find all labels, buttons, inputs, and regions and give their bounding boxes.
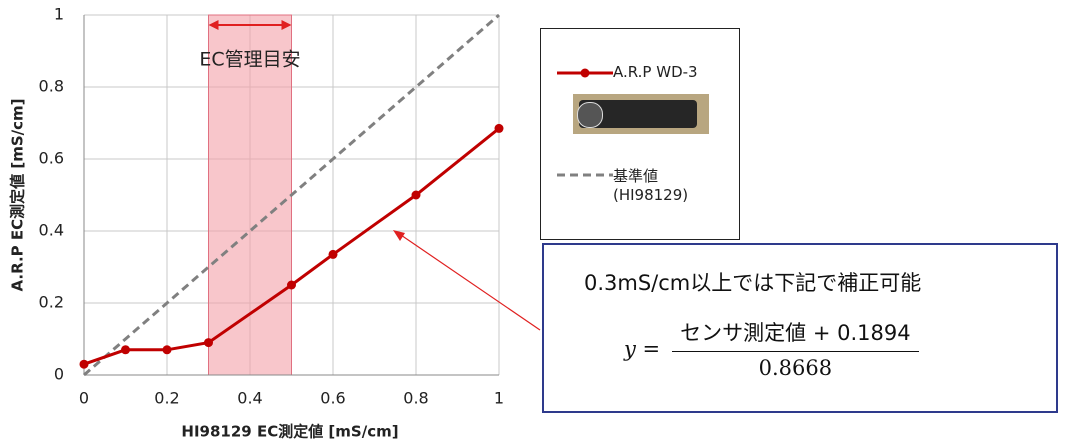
x-tick-label: 1 [494, 389, 504, 408]
data-point [495, 124, 504, 133]
y-tick-label: 0.2 [39, 293, 64, 312]
y-tick-label: 0.6 [39, 149, 64, 168]
legend-label: A.R.P WD-3 [613, 63, 698, 81]
fraction: センサ測定値 + 0.1894 0.8668 [672, 317, 918, 380]
legend-marker [581, 69, 590, 78]
formula: y = センサ測定値 + 0.1894 0.8668 [624, 317, 919, 380]
data-point [121, 345, 130, 354]
formula-lhs: y = [624, 337, 660, 361]
x-tick-label: 0.4 [237, 389, 262, 408]
data-point [163, 345, 172, 354]
y-tick-label: 0.4 [39, 221, 64, 240]
data-point [80, 360, 89, 369]
x-axis-label: HI98129 EC測定値 [mS/cm] [181, 423, 398, 441]
data-point [204, 338, 213, 347]
denominator: 0.8668 [759, 352, 832, 380]
annotation-title: 0.3mS/cm以上では下記で補正可能 [584, 267, 921, 297]
annotation-box: 0.3mS/cm以上では下記で補正可能 y = センサ測定値 + 0.1894 … [542, 243, 1058, 413]
legend-swatch [555, 165, 615, 185]
data-point [412, 191, 421, 200]
x-tick-label: 0 [79, 389, 89, 408]
y-tick-label: 0.8 [39, 77, 64, 96]
sensor-photo [573, 94, 709, 134]
page: {"chart_data": {"type": "line", "xlabel"… [0, 0, 1070, 443]
legend-swatch [555, 63, 615, 83]
data-point [329, 250, 338, 259]
numerator: センサ測定値 + 0.1894 [672, 317, 918, 352]
legend-label: 基準値 (HI98129) [613, 165, 723, 204]
legend: A.R.P WD-3 基準値 (HI98129) [540, 28, 740, 240]
data-point [287, 281, 296, 290]
y-tick-label: 0 [54, 365, 64, 384]
y-axis-label: A.R.P EC測定値 [mS/cm] [9, 99, 27, 292]
x-tick-label: 0.8 [403, 389, 428, 408]
band-label: EC管理目安 [199, 49, 300, 71]
y-tick-label: 1 [54, 5, 64, 24]
x-tick-label: 0.2 [154, 389, 179, 408]
x-tick-label: 0.6 [320, 389, 345, 408]
